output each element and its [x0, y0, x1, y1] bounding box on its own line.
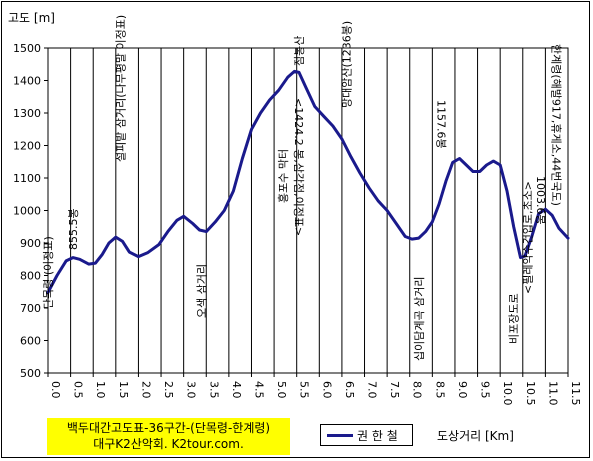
annotation-label: 1157.6봉	[434, 100, 447, 149]
x-tick-label: 2.5	[162, 381, 175, 399]
x-tick-label: 5.5	[298, 381, 311, 399]
x-tick-label: 8.0	[411, 381, 424, 399]
x-tick-label: 0.0	[49, 381, 62, 399]
annotation-label: 비포장도로	[508, 293, 521, 344]
y-tick-label: 700	[20, 302, 41, 315]
annotation-label: 오색 삼거리	[196, 264, 209, 318]
x-tick-label: 7.0	[366, 381, 379, 399]
x-tick-label: 9.5	[479, 381, 492, 399]
x-tick-label: 2.0	[139, 381, 152, 399]
annotation-label: 설피밭 삼거리(나무평말 이정표)	[114, 15, 127, 162]
y-tick-label: 800	[20, 270, 41, 283]
x-tick-label: 5.0	[275, 381, 288, 399]
chart-title: 백두대간고도표-36구간-(단목령-한계령)	[66, 421, 271, 435]
x-tick-label: 8.5	[433, 381, 446, 399]
legend: 권 한 철	[320, 424, 413, 446]
plot-area: 0.0 0.5 1.0 1.5 2.0 2.5 3.0 3.5 4.0 4.5 5.0 5.5 6.0 6…	[8, 11, 582, 406]
y-tick-label: 1300	[13, 107, 41, 120]
x-tick-label: 3.0	[185, 381, 198, 399]
annotation-label: 십이담계곡 삼거리	[413, 277, 426, 361]
x-tick-label: 9.0	[456, 381, 469, 399]
y-tick-label: 500	[20, 367, 41, 380]
x-tick-label: 4.5	[252, 381, 265, 399]
x-tick-label: 10.0	[501, 381, 514, 406]
annotation-label: 한계령(해발917,휴게소,44번국도)	[550, 44, 564, 206]
annotation-label: <필레약수건입로,초소>	[520, 181, 534, 294]
legend-swatch	[327, 434, 353, 437]
x-tick-label: 1.5	[117, 381, 130, 399]
x-tick-label: 0.5	[72, 381, 85, 399]
x-tick-label: 4.0	[230, 381, 243, 399]
x-axis-label: 도상거리 [Km]	[437, 429, 514, 443]
y-tick-label: 1000	[13, 205, 41, 218]
annotation-label: 홍포수 막터	[276, 149, 290, 203]
x-tick-label: 3.5	[207, 381, 220, 399]
x-tick-label: 10.5	[524, 381, 537, 406]
series-line	[46, 69, 570, 294]
y-tick-label: 1500	[13, 42, 41, 55]
x-tick-label: 7.5	[388, 381, 401, 399]
chart-title-box: 백두대간고도표-36구간-(단목령-한계령) 대구K2산악회. K2tour.c…	[47, 418, 290, 455]
annotation-label: 1003.6봉	[534, 176, 547, 225]
y-tick-label: 600	[20, 335, 41, 348]
annotation-label: 855.5봉	[67, 208, 80, 250]
y-tick-label: 1100	[13, 172, 41, 185]
y-tick-label: 1400	[13, 75, 41, 88]
x-tick-label: 6.0	[320, 381, 333, 399]
legend-label: 권 한 철	[357, 429, 398, 443]
annotation-label: <1424.2 봉,삼각점,이정표>	[292, 98, 305, 236]
x-tick-label: 6.5	[343, 381, 356, 399]
annotation-label: 망대암산(1236봉)	[340, 21, 353, 108]
x-tick-label: 1.0	[94, 381, 107, 399]
y-axis-label: 고도 [m]	[8, 11, 55, 25]
annotation-label: 점봉산	[293, 36, 306, 66]
y-tick-label: 1200	[13, 140, 41, 153]
x-tick-label: 11.5	[569, 381, 582, 406]
chart-subtitle: 대구K2산악회. K2tour.com.	[93, 437, 244, 451]
annotation-label: 단목령 (이정표)	[42, 236, 55, 309]
x-tick-label: 11.0	[546, 381, 559, 406]
y-tick-label: 900	[20, 237, 41, 250]
